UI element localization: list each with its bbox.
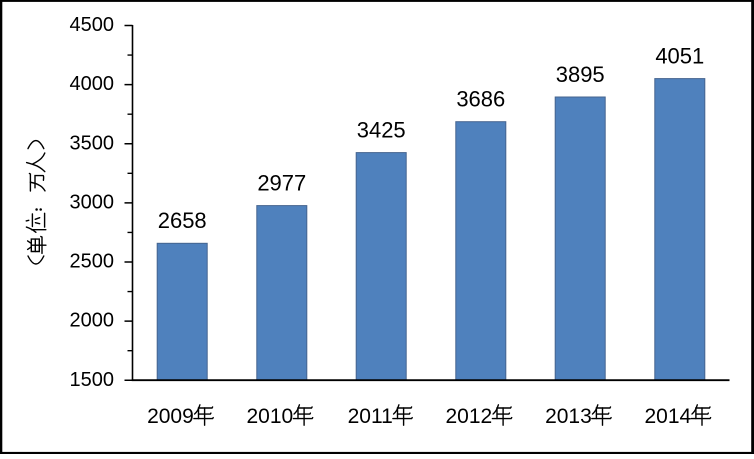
svg-text:1500: 1500 [70, 369, 115, 391]
svg-text:2977: 2977 [257, 170, 306, 195]
svg-text:2009: 2009 [147, 405, 194, 428]
svg-text:4051: 4051 [655, 43, 704, 68]
svg-text:2010: 2010 [246, 405, 293, 428]
svg-text:4500: 4500 [70, 14, 115, 36]
svg-text:3895: 3895 [556, 62, 605, 87]
svg-text:2012: 2012 [445, 405, 492, 428]
svg-text:3500: 3500 [70, 132, 115, 154]
svg-text:2500: 2500 [70, 251, 115, 273]
svg-text:3425: 3425 [357, 117, 406, 142]
svg-text:2013: 2013 [545, 405, 592, 428]
svg-text:3000: 3000 [70, 191, 115, 213]
svg-text:4000: 4000 [70, 73, 115, 95]
svg-text:3686: 3686 [456, 87, 505, 112]
svg-text:2014: 2014 [644, 405, 691, 428]
svg-text:2658: 2658 [158, 208, 207, 233]
svg-text:2011: 2011 [348, 405, 393, 428]
svg-text:2000: 2000 [70, 310, 115, 332]
